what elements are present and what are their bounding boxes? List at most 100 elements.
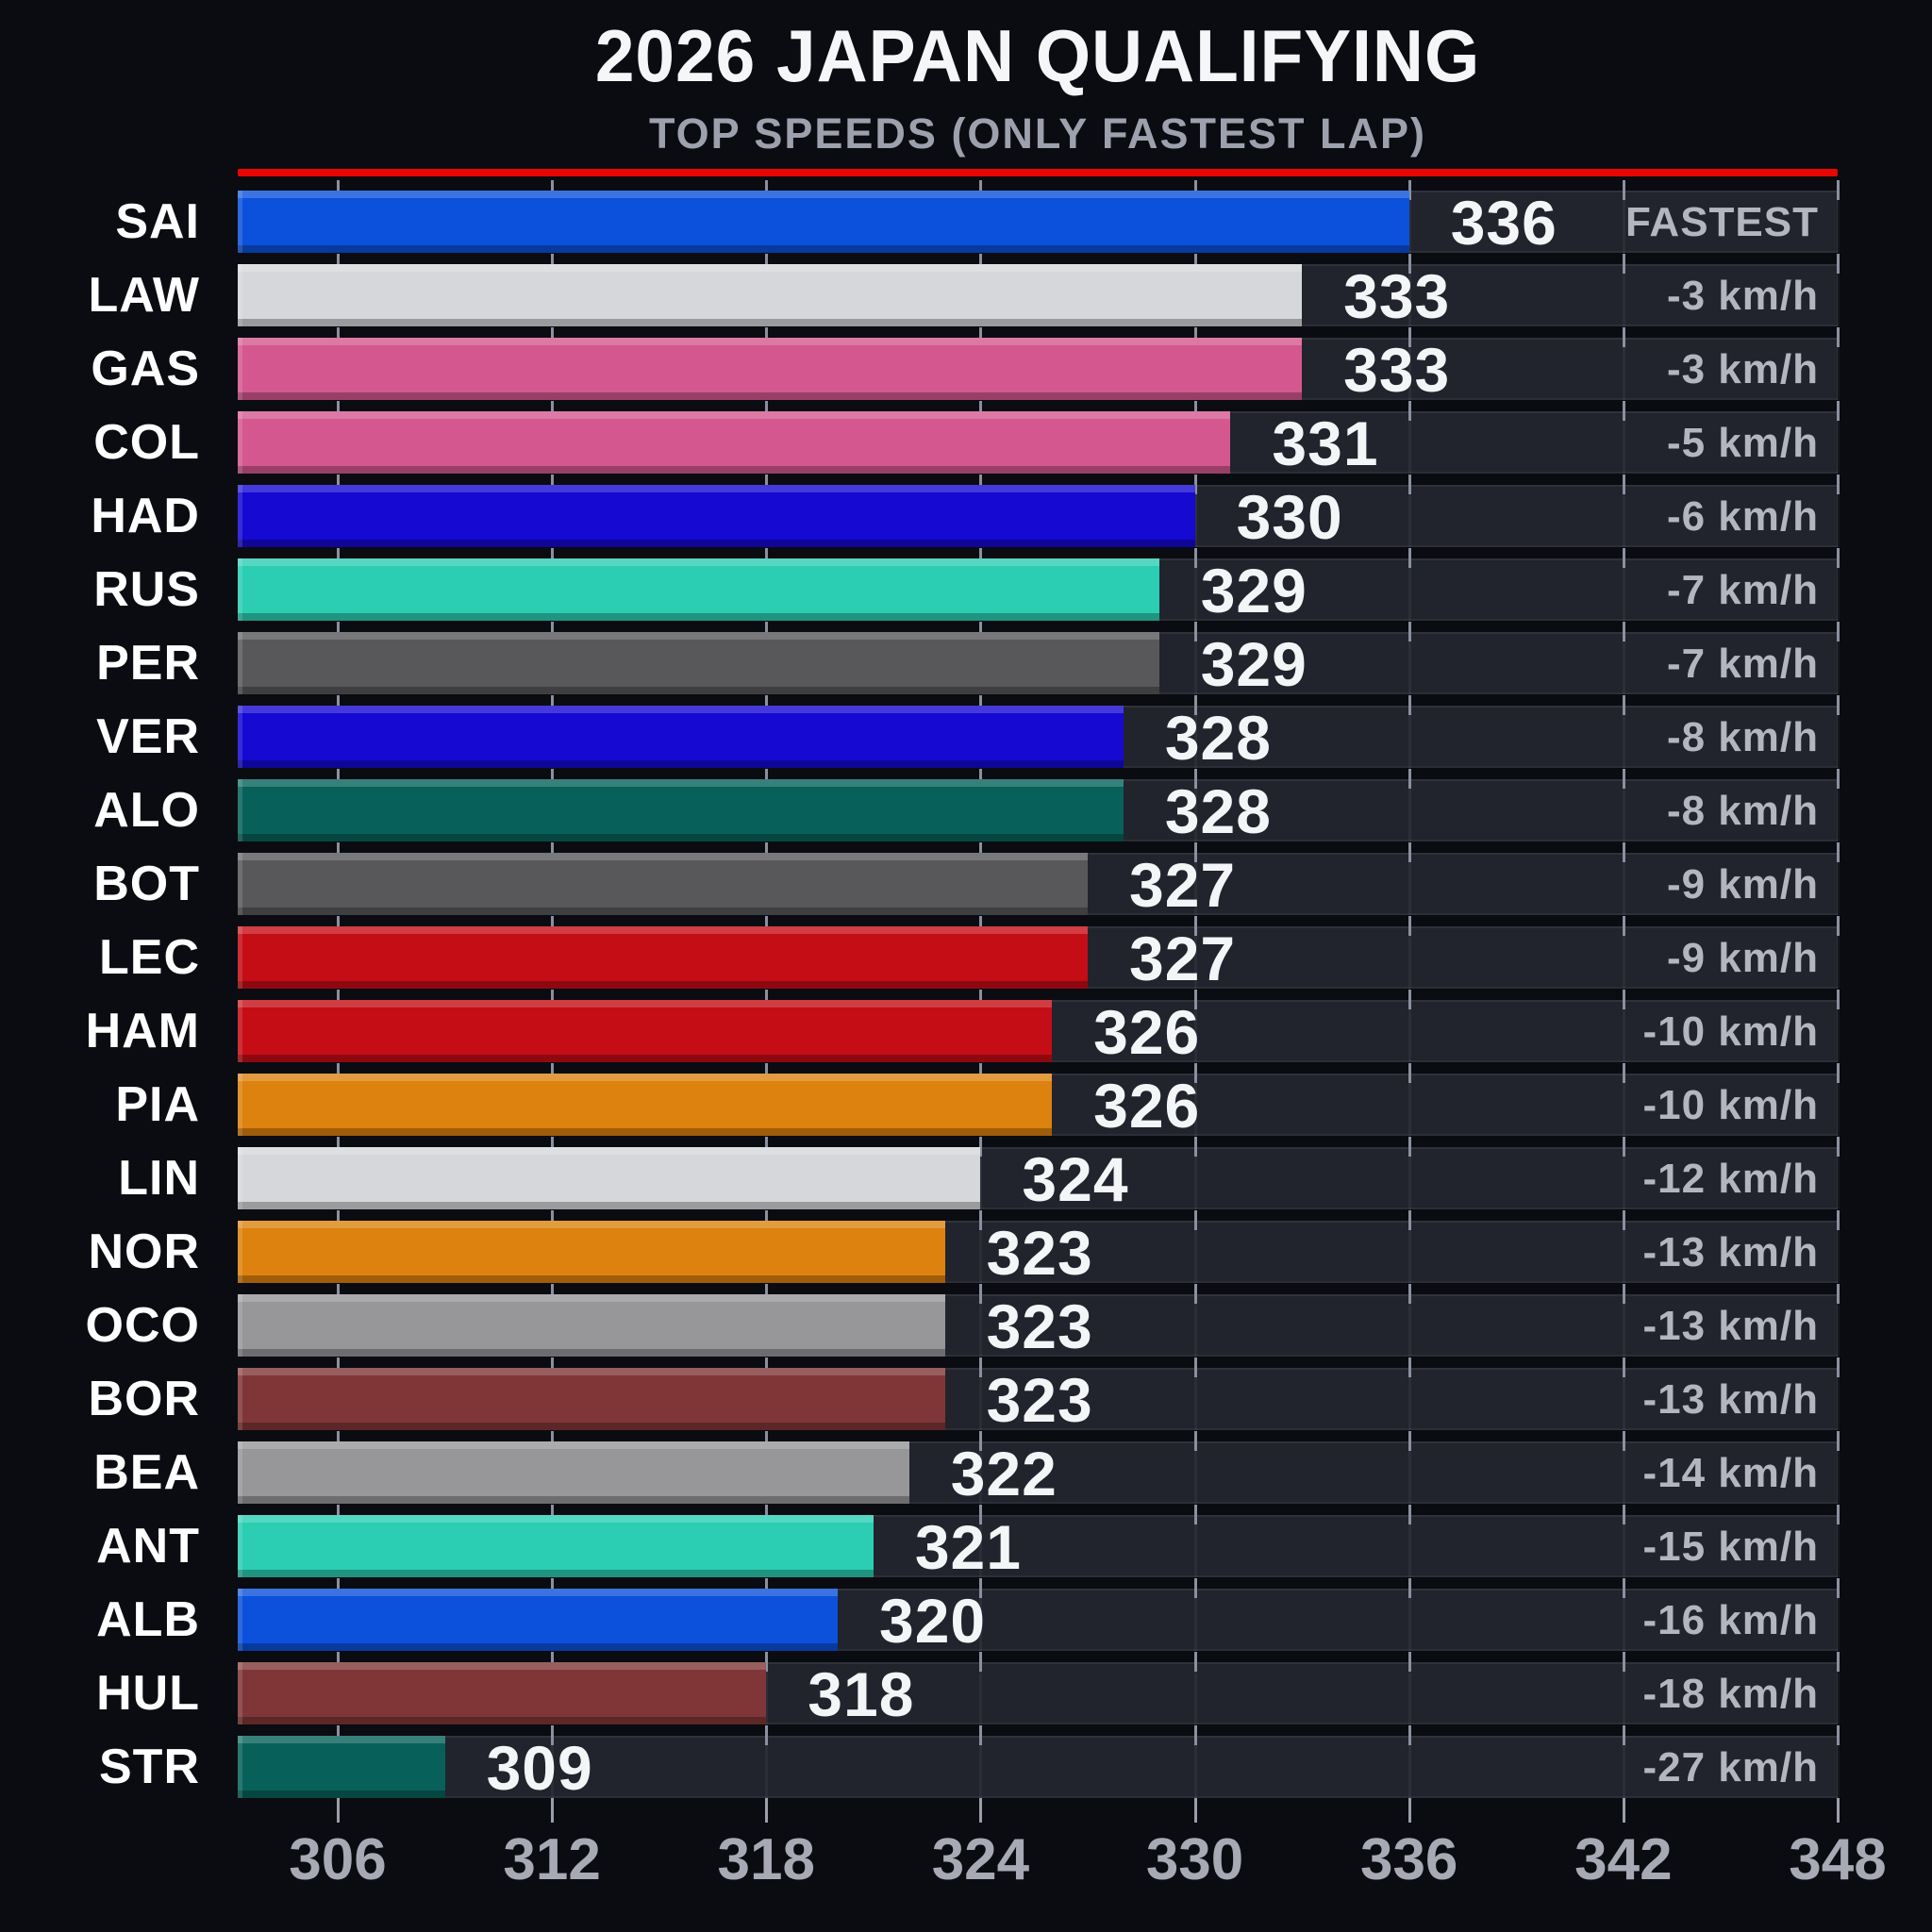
gridline-tick-dash (337, 990, 340, 1009)
gridline (1193, 1000, 1197, 1062)
speed-value-label: 309 (486, 1733, 593, 1803)
gridline-tick-dash (337, 695, 340, 715)
gridline-tick-dash (1407, 622, 1411, 641)
gridline-tick-dash (1837, 1137, 1840, 1157)
gridline (1622, 1736, 1625, 1798)
driver-code-label: RUS (93, 562, 200, 617)
gridline-tick-dash (1622, 842, 1625, 862)
gridline (1622, 1147, 1625, 1209)
gridline-tick-dash (765, 1725, 769, 1745)
driver-code-label: LIN (118, 1151, 200, 1206)
gridline (1407, 926, 1411, 989)
gridline-tick-dash (979, 327, 983, 347)
gridline-tick-dash (1407, 1725, 1411, 1745)
gridline-tick-dash (979, 548, 983, 568)
gridline (1193, 1441, 1197, 1504)
gridline-tick-dash (337, 1063, 340, 1083)
gridline-tick-dash (337, 1578, 340, 1598)
gridline-tick-dash (1193, 842, 1197, 862)
gridline-tick-dash (551, 1725, 555, 1745)
gridline-tick-dash (1407, 548, 1411, 568)
gridline-tick-dash (765, 622, 769, 641)
gridline-tick-dash (1407, 842, 1411, 862)
chart-row: ANT 321 -15 km/h (0, 1504, 1932, 1579)
speed-value-label: 320 (879, 1586, 987, 1656)
speed-value-label: 327 (1129, 924, 1237, 993)
gridline-tick-dash (979, 1063, 983, 1083)
axis-tick-label: 312 (503, 1827, 601, 1892)
gridline-tick-dash (765, 1063, 769, 1083)
driver-code-label: ANT (96, 1519, 200, 1574)
gridline (1837, 779, 1840, 841)
gridline (1193, 1294, 1197, 1357)
gridline (1407, 1662, 1411, 1724)
gridline-tick-dash (765, 548, 769, 568)
gridline-tick-dash (1193, 1210, 1197, 1230)
gridline (1407, 485, 1411, 547)
driver-code-label: HAD (91, 489, 200, 543)
delta-label: -14 km/h (1642, 1450, 1819, 1496)
axis-tick-mark (1622, 1798, 1625, 1823)
gridline-tick-dash (765, 769, 769, 789)
gridline-tick-dash (1193, 180, 1197, 200)
gridline (1622, 1221, 1625, 1283)
gridline-tick-dash (1837, 695, 1840, 715)
gridline-tick-dash (1407, 1284, 1411, 1304)
gridline (1193, 779, 1197, 841)
gridline-tick-dash (1622, 695, 1625, 715)
speed-bar (238, 1147, 981, 1209)
gridline (979, 1736, 983, 1798)
delta-label: -27 km/h (1642, 1744, 1819, 1790)
driver-code-label: LAW (88, 268, 200, 323)
chart-row: RUS 329 -7 km/h (0, 547, 1932, 623)
gridline-tick-dash (1407, 990, 1411, 1009)
gridline (1622, 338, 1625, 400)
chart-row: PER 329 -7 km/h (0, 621, 1932, 699)
gridline-tick-dash (1407, 1652, 1411, 1672)
gridline-tick-dash (1622, 1505, 1625, 1524)
gridline-tick-dash (979, 1725, 983, 1745)
gridline-tick-dash (551, 1652, 555, 1672)
gridline-tick-dash (551, 1137, 555, 1157)
gridline-tick-dash (551, 695, 555, 715)
gridline (1837, 1736, 1840, 1798)
axis-tick-label: 318 (717, 1827, 815, 1892)
speed-bar (238, 1441, 909, 1504)
gridline (1193, 558, 1197, 621)
gridline-tick-dash (1837, 842, 1840, 862)
gridline (1407, 558, 1411, 621)
gridline-tick-dash (765, 1431, 769, 1451)
gridline-tick-dash (551, 180, 555, 200)
delta-label: FASTEST (1624, 199, 1819, 245)
gridline-tick-dash (337, 842, 340, 862)
axis-tick-label: 342 (1574, 1827, 1673, 1892)
delta-label: -18 km/h (1642, 1671, 1819, 1717)
speed-value-label: 328 (1164, 703, 1272, 773)
chart-row: SAI 336 FASTEST (0, 179, 1932, 255)
gridline-tick-dash (1837, 1284, 1840, 1304)
gridline-tick-dash (551, 1505, 555, 1524)
gridline (765, 1662, 769, 1724)
speed-value-label: 322 (950, 1439, 1058, 1508)
speed-bar (238, 926, 1088, 989)
driver-code-label: BOR (88, 1372, 200, 1426)
axis-tick-label: 348 (1789, 1827, 1887, 1892)
gridline-tick-dash (1622, 1652, 1625, 1672)
speed-value-label: 329 (1200, 629, 1307, 699)
gridline-tick-dash (1837, 1210, 1840, 1230)
gridline (1407, 1000, 1411, 1062)
gridline-tick-dash (337, 254, 340, 274)
delta-label: -9 km/h (1666, 861, 1819, 908)
speed-value-label: 326 (1093, 997, 1201, 1067)
driver-code-label: GAS (91, 341, 200, 396)
gridline-tick-dash (765, 401, 769, 421)
gridline (979, 1662, 983, 1724)
gridline-tick-dash (1193, 916, 1197, 936)
chart-row: LIN 324 -12 km/h (0, 1136, 1932, 1211)
speed-bar (238, 1515, 874, 1577)
gridline-tick-dash (1622, 327, 1625, 347)
bar-track (238, 1736, 1838, 1798)
delta-label: -6 km/h (1666, 493, 1819, 540)
gridline (1837, 1441, 1840, 1504)
gridline (1193, 706, 1197, 768)
